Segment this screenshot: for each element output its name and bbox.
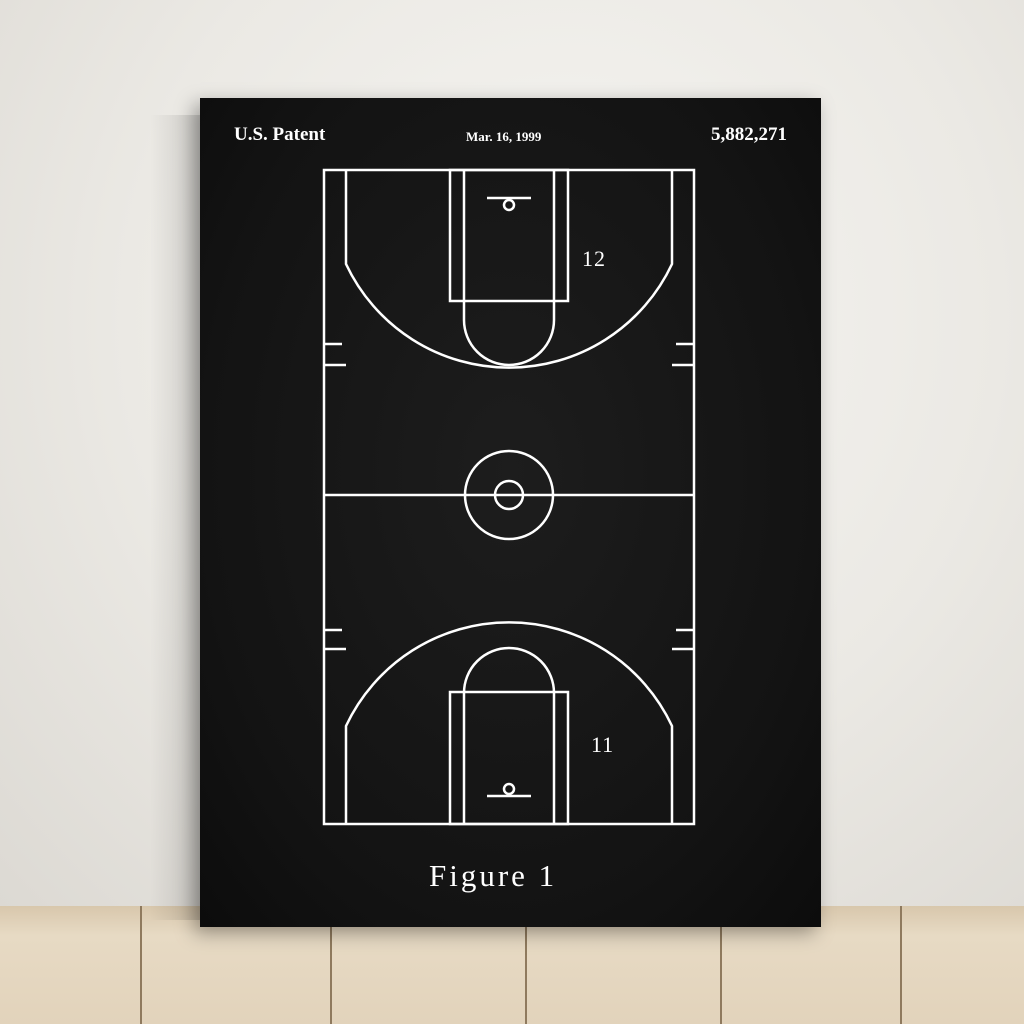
floor-board-seam xyxy=(140,906,142,1024)
patent-label: U.S. Patent xyxy=(234,124,326,145)
court-boundary xyxy=(322,168,696,826)
patent-number: 5,882,271 xyxy=(711,124,787,145)
bottom-lane-outer xyxy=(448,690,570,826)
floor-board-seam xyxy=(720,906,722,1024)
top-three-point-line xyxy=(344,170,674,369)
reference-label-top: 12 xyxy=(582,246,606,271)
patent-date: Mar. 16, 1999 xyxy=(466,129,542,144)
patent-poster-canvas: U.S. Patent Mar. 16, 1999 5,882,271 xyxy=(200,98,821,927)
floor-board-seam xyxy=(525,906,527,1024)
top-lane-outer xyxy=(448,168,570,303)
center-circle xyxy=(463,449,555,541)
bottom-free-throw-circle xyxy=(462,646,556,694)
floor-board-seam xyxy=(330,906,332,1024)
top-free-throw-circle xyxy=(462,301,556,367)
bottom-three-point-line xyxy=(344,621,674,824)
reference-label-bottom: 11 xyxy=(591,732,615,757)
figure-caption: Figure 1 xyxy=(429,858,558,893)
top-hoop xyxy=(502,198,516,212)
center-inner-circle xyxy=(493,479,525,511)
floor-board-seam xyxy=(900,906,902,1024)
bottom-hoop xyxy=(502,782,516,796)
basketball-court-drawing xyxy=(322,168,696,826)
